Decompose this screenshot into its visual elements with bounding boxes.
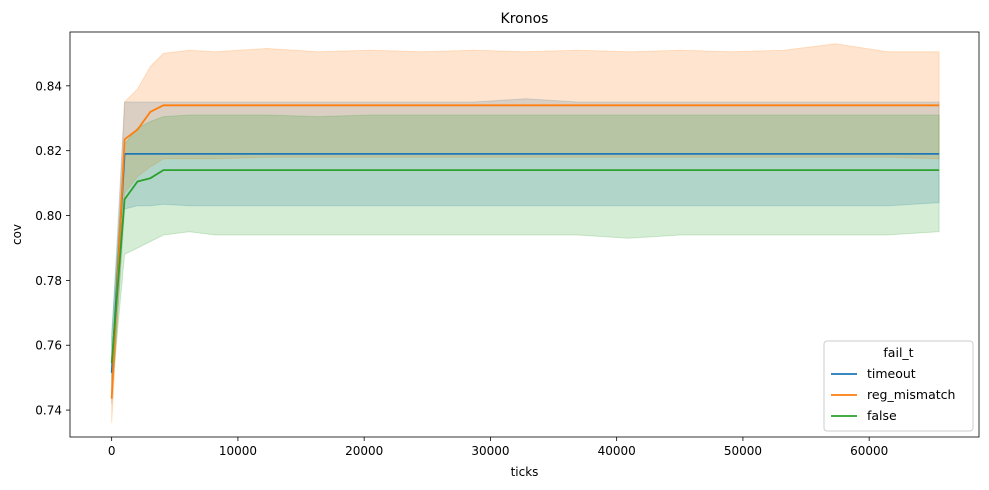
x-tick-label: 20000 <box>345 444 383 458</box>
y-tick-label: 0.74 <box>35 404 62 418</box>
x-tick-label: 50000 <box>724 444 762 458</box>
legend-title: fail_t <box>883 345 913 360</box>
y-axis-label: cov <box>10 224 24 245</box>
x-tick-label: 10000 <box>219 444 257 458</box>
y-tick-label: 0.82 <box>35 144 62 158</box>
confidence-band-reg_mismatch <box>111 43 940 424</box>
legend-label-reg_mismatch: reg_mismatch <box>867 387 955 402</box>
confidence-band-false <box>111 114 940 394</box>
x-tick-label: 60000 <box>850 444 888 458</box>
plot-frame <box>69 31 980 438</box>
y-tick-label: 0.78 <box>35 274 62 288</box>
y-tick-label: 0.80 <box>35 209 62 223</box>
legend-label-timeout: timeout <box>867 366 916 381</box>
series-line-timeout <box>110 152 940 373</box>
y-tick-label: 0.76 <box>35 339 62 353</box>
confidence-bands <box>111 43 940 424</box>
x-axis-label: ticks <box>511 465 539 479</box>
x-tick-label: 40000 <box>598 444 636 458</box>
confidence-band-timeout <box>111 98 940 404</box>
legend-label-false: false <box>867 408 897 423</box>
chart-title: Kronos <box>501 11 549 27</box>
series-lines <box>110 104 940 399</box>
x-tick-label: 0 <box>108 444 116 458</box>
y-tick-label: 0.84 <box>35 79 62 93</box>
x-axis-ticks: 0 10000 20000 30000 40000 50000 60000 <box>108 437 888 458</box>
legend-box <box>823 340 974 432</box>
series-line-false <box>110 169 940 364</box>
x-tick-label: 30000 <box>471 444 509 458</box>
series-line-reg_mismatch <box>110 104 940 399</box>
y-axis-ticks: 0.74 0.76 0.78 0.80 0.82 0.84 <box>35 79 70 418</box>
